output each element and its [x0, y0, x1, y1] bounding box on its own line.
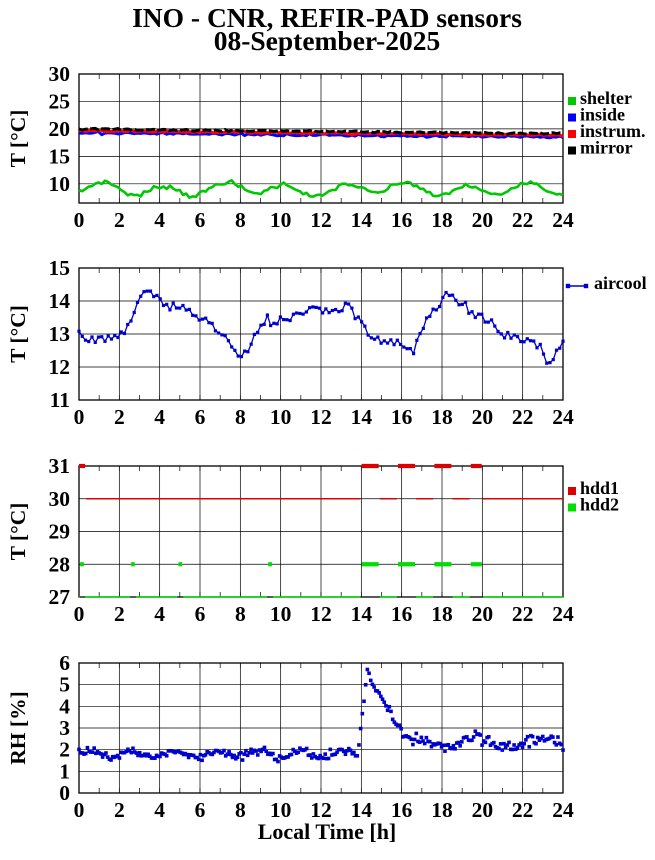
svg-text:20: 20: [472, 405, 494, 429]
svg-text:0: 0: [74, 208, 85, 232]
svg-text:14: 14: [351, 208, 373, 232]
svg-text:8: 8: [235, 208, 246, 232]
svg-text:24: 24: [552, 405, 574, 429]
svg-text:6: 6: [59, 651, 70, 675]
svg-text:16: 16: [391, 405, 413, 429]
svg-text:2: 2: [114, 405, 125, 429]
svg-text:18: 18: [431, 798, 453, 822]
svg-text:10: 10: [270, 602, 292, 626]
svg-text:8: 8: [235, 602, 246, 626]
svg-text:6: 6: [195, 602, 206, 626]
svg-text:20: 20: [49, 117, 71, 141]
svg-text:22: 22: [512, 602, 534, 626]
svg-text:0: 0: [74, 602, 85, 626]
svg-text:13: 13: [49, 322, 71, 346]
svg-text:T [°C]: T [°C]: [6, 503, 30, 561]
svg-text:22: 22: [512, 798, 534, 822]
svg-text:2: 2: [59, 738, 70, 762]
svg-text:4: 4: [154, 798, 165, 822]
svg-text:2: 2: [114, 208, 125, 232]
svg-text:0: 0: [59, 781, 70, 805]
svg-text:14: 14: [351, 405, 373, 429]
svg-text:24: 24: [552, 798, 574, 822]
svg-text:16: 16: [391, 602, 413, 626]
svg-text:4: 4: [154, 602, 165, 626]
svg-text:0: 0: [74, 405, 85, 429]
svg-text:10: 10: [270, 208, 292, 232]
svg-text:12: 12: [310, 208, 332, 232]
svg-text:12: 12: [49, 355, 71, 379]
svg-text:4: 4: [154, 208, 165, 232]
svg-text:5: 5: [59, 673, 70, 697]
svg-text:14: 14: [49, 289, 71, 313]
svg-text:mirror: mirror: [580, 138, 633, 158]
svg-text:8: 8: [235, 405, 246, 429]
svg-text:2: 2: [114, 602, 125, 626]
svg-text:12: 12: [310, 602, 332, 626]
svg-text:6: 6: [195, 208, 206, 232]
svg-text:14: 14: [351, 602, 373, 626]
svg-text:18: 18: [431, 208, 453, 232]
svg-text:29: 29: [49, 520, 71, 544]
svg-text:8: 8: [235, 798, 246, 822]
svg-text:Local Time [h]: Local Time [h]: [258, 819, 397, 844]
svg-text:2: 2: [114, 798, 125, 822]
svg-text:RH [%]: RH [%]: [6, 691, 30, 764]
svg-text:6: 6: [195, 798, 206, 822]
svg-text:1: 1: [59, 759, 70, 783]
svg-text:24: 24: [552, 208, 574, 232]
svg-text:22: 22: [512, 208, 534, 232]
svg-text:18: 18: [431, 602, 453, 626]
svg-text:25: 25: [49, 89, 71, 113]
svg-text:20: 20: [472, 602, 494, 626]
svg-text:30: 30: [49, 487, 71, 511]
svg-text:24: 24: [552, 602, 574, 626]
svg-text:11: 11: [50, 388, 70, 412]
svg-text:18: 18: [431, 405, 453, 429]
svg-text:12: 12: [310, 405, 332, 429]
svg-text:hdd2: hdd2: [580, 495, 619, 515]
svg-text:15: 15: [49, 256, 71, 280]
svg-text:aircool: aircool: [594, 273, 647, 293]
svg-text:15: 15: [49, 144, 71, 168]
svg-text:28: 28: [49, 552, 71, 576]
svg-text:30: 30: [49, 62, 71, 86]
svg-text:16: 16: [391, 208, 413, 232]
svg-text:20: 20: [472, 798, 494, 822]
svg-text:10: 10: [270, 405, 292, 429]
svg-text:22: 22: [512, 405, 534, 429]
svg-text:27: 27: [49, 585, 71, 609]
svg-text:4: 4: [59, 694, 70, 718]
svg-text:08-September-2025: 08-September-2025: [214, 25, 441, 56]
svg-text:4: 4: [154, 405, 165, 429]
svg-text:10: 10: [49, 172, 71, 196]
svg-text:31: 31: [49, 454, 71, 478]
svg-text:20: 20: [472, 208, 494, 232]
svg-text:6: 6: [195, 405, 206, 429]
svg-text:T [°C]: T [°C]: [6, 305, 30, 363]
svg-text:0: 0: [74, 798, 85, 822]
svg-text:T [°C]: T [°C]: [6, 110, 30, 168]
svg-text:3: 3: [59, 716, 70, 740]
